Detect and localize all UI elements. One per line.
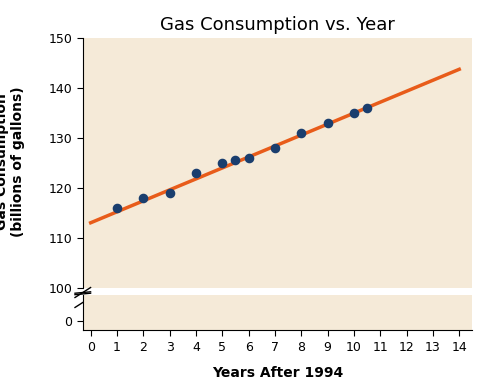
Text: Gas Consumption
(billions of gallons): Gas Consumption (billions of gallons) bbox=[0, 86, 25, 237]
Text: Years After 1994: Years After 1994 bbox=[212, 366, 343, 380]
Point bbox=[363, 105, 371, 111]
Point bbox=[350, 110, 358, 116]
Point bbox=[324, 120, 332, 126]
Title: Gas Consumption vs. Year: Gas Consumption vs. Year bbox=[160, 16, 395, 34]
Point bbox=[192, 170, 200, 176]
Point bbox=[298, 130, 305, 136]
Point bbox=[166, 190, 173, 196]
Point bbox=[245, 155, 253, 161]
Point bbox=[232, 157, 240, 164]
Point bbox=[113, 205, 121, 211]
Point bbox=[139, 195, 147, 201]
Point bbox=[271, 145, 279, 151]
Point bbox=[218, 160, 226, 166]
